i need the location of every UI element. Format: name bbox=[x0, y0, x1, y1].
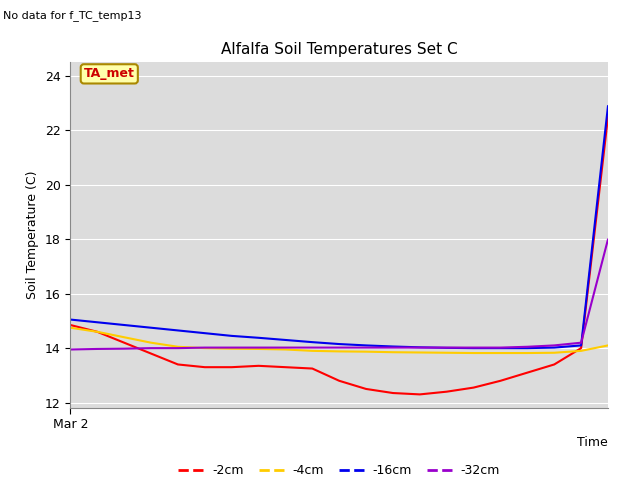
Text: Time: Time bbox=[577, 436, 608, 449]
Title: Alfalfa Soil Temperatures Set C: Alfalfa Soil Temperatures Set C bbox=[221, 42, 458, 57]
Text: No data for f_TC_temp13: No data for f_TC_temp13 bbox=[3, 10, 141, 21]
Y-axis label: Soil Temperature (C): Soil Temperature (C) bbox=[26, 171, 39, 300]
Legend: -2cm, -4cm, -16cm, -32cm: -2cm, -4cm, -16cm, -32cm bbox=[173, 459, 505, 480]
Text: TA_met: TA_met bbox=[84, 67, 134, 80]
